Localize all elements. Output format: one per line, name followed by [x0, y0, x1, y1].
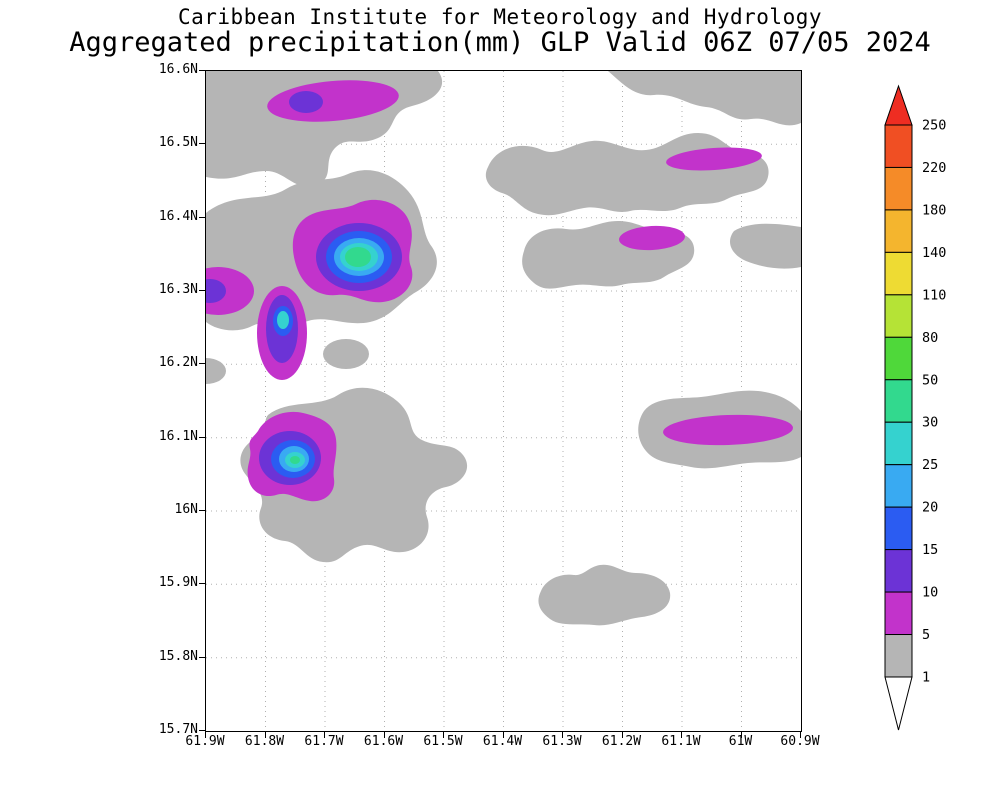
- y-axis-tick-label: 16.5N: [158, 135, 198, 151]
- colorbar-arrow-top: [884, 84, 913, 126]
- colorbar-arrow-bottom: [884, 676, 913, 731]
- colorbar-segment: [884, 294, 913, 338]
- colorbar-label: 10: [922, 585, 938, 601]
- x-axis-tick-label: 61W: [728, 734, 753, 749]
- y-axis-tick-label: 15.8N: [158, 648, 198, 664]
- precip-region-streak-ne-magenta: [666, 147, 762, 171]
- y-axis-tick-label: 16N: [174, 502, 198, 517]
- colorbar-label: 25: [922, 457, 938, 473]
- precip-region-gray-top-right: [608, 71, 801, 126]
- precip-map-svg: [206, 71, 801, 731]
- y-axis-tick-label: 16.6N: [158, 62, 198, 77]
- precip-region-col-cell-cyan: [277, 311, 289, 329]
- y-tick-mark: [199, 143, 205, 144]
- y-tick-mark: [199, 217, 205, 218]
- colorbar-segment: [884, 251, 913, 296]
- colorbar-segment: [884, 591, 913, 636]
- colorbar-label: 20: [922, 500, 938, 516]
- x-tick-mark: [384, 732, 385, 738]
- x-tick-mark: [741, 732, 742, 738]
- y-tick-mark: [199, 290, 205, 291]
- colorbar-segment: [884, 506, 913, 551]
- x-axis-tick-label: 61.1W: [661, 734, 701, 749]
- y-axis-tick-label: 15.9N: [158, 575, 198, 591]
- precip-region-gray-right-edge: [730, 223, 801, 269]
- colorbar-segment: [884, 464, 913, 508]
- y-axis-tick-label: 16.4N: [158, 208, 198, 224]
- x-axis-tick-label: 61.3W: [542, 734, 582, 749]
- colorbar-segment: [884, 634, 913, 678]
- x-axis-tick-label: 61.7W: [304, 734, 344, 749]
- precip-region-cell-e-magenta: [619, 225, 685, 251]
- colorbar-label: 50: [922, 372, 938, 388]
- x-tick-mark: [205, 732, 206, 738]
- y-tick-mark: [199, 363, 205, 364]
- precip-region-main-cell-seagreen: [345, 247, 371, 267]
- x-tick-mark: [503, 732, 504, 738]
- colorbar-label: 5: [922, 627, 930, 643]
- precip-region-gray-bottom: [538, 564, 671, 626]
- colorbar-legend: 250 220 180 140 110 80 50 30 25 20 15 10 5 1: [884, 84, 946, 731]
- x-axis-tick-label: 61.2W: [601, 734, 642, 749]
- x-axis-tick-label: 61.5W: [423, 734, 463, 749]
- colorbar-segment: [884, 166, 913, 211]
- colorbar-segment: [884, 124, 913, 168]
- colorbar-label: 250: [922, 118, 946, 134]
- x-tick-mark: [443, 732, 444, 738]
- y-axis-tick-label: 16.1N: [158, 428, 198, 444]
- x-axis-tick-label: 61.6W: [363, 734, 404, 749]
- colorbar-label: 15: [922, 542, 938, 558]
- precip-region-gray-mid-small: [323, 339, 369, 369]
- x-tick-mark: [681, 732, 682, 738]
- colorbar-segment: [884, 336, 913, 381]
- y-axis-tick-label: 16.3N: [158, 282, 198, 297]
- x-axis-tick-label: 61.8W: [244, 734, 285, 749]
- colorbar-label: 220: [922, 160, 946, 176]
- y-tick-mark: [199, 510, 205, 511]
- x-tick-mark: [265, 732, 266, 738]
- colorbar-label: 30: [922, 415, 938, 431]
- x-tick-mark: [622, 732, 623, 738]
- colorbar-segment: [884, 379, 913, 423]
- x-tick-mark: [324, 732, 325, 738]
- y-tick-mark: [199, 657, 205, 658]
- x-axis-tick-label: 60.9W: [780, 734, 820, 749]
- chart-title-line1: Caribbean Institute for Meteorology and …: [177, 5, 822, 29]
- colorbar-label: 110: [922, 287, 946, 303]
- colorbar-segment: [884, 209, 913, 253]
- precip-region-cell-west-edge-violet: [206, 279, 226, 303]
- colorbar-label: 80: [922, 330, 938, 346]
- x-tick-mark: [800, 732, 801, 738]
- precip-region-cell-west-edge-magenta: [206, 267, 254, 315]
- chart-title-line2: Aggregated precipitation(mm) GLP Valid 0…: [69, 27, 931, 58]
- y-axis-tick-label: 15.7N: [158, 722, 198, 737]
- x-axis-tick-label: 61.4W: [482, 734, 523, 749]
- precip-region-gray-left-notch: [206, 358, 226, 384]
- y-tick-mark: [199, 583, 205, 584]
- precip-region-gray-band-upper-right: [485, 133, 769, 216]
- colorbar-label: 1: [922, 669, 930, 685]
- map-plot: [205, 70, 802, 732]
- y-axis-tick-label: 16.2N: [158, 355, 198, 371]
- x-tick-mark: [562, 732, 563, 738]
- colorbar-label: 140: [922, 245, 946, 261]
- y-tick-mark: [199, 730, 205, 731]
- y-tick-mark: [199, 70, 205, 71]
- y-tick-mark: [199, 437, 205, 438]
- precip-region-south-cell-seagreen: [290, 456, 300, 464]
- colorbar-segment: [884, 549, 913, 593]
- colorbar-segment: [884, 421, 913, 466]
- precip-region-cell-nw-violet: [289, 91, 323, 113]
- precip-region-streak-se-magenta: [663, 414, 793, 446]
- colorbar-label: 180: [922, 202, 946, 218]
- x-axis-tick-label: 61.9W: [185, 734, 225, 749]
